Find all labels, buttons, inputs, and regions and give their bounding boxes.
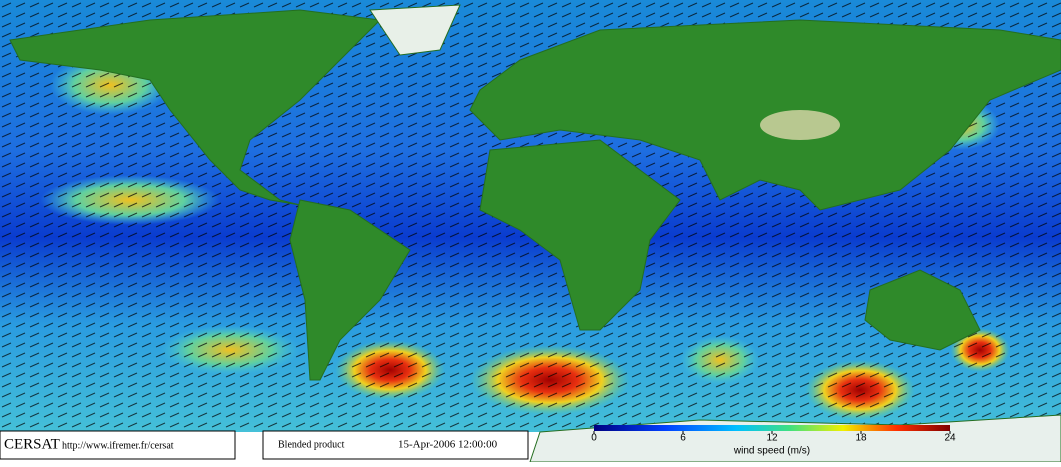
logo-box	[0, 430, 236, 460]
colorbar-tick-label: 0	[591, 433, 597, 444]
product: Blended product	[278, 439, 345, 450]
product-box	[262, 430, 529, 460]
colorbar-tick-label: 6	[680, 433, 686, 444]
colorbar-tick-label: 12	[766, 433, 778, 444]
url: http://www.ifremer.fr/cersat	[62, 440, 174, 451]
colorbar-label: wind speed (m/s)	[733, 446, 810, 457]
colorbar-tick-label: 18	[855, 433, 867, 444]
date: 15-Apr-2006 12:00:00	[398, 439, 498, 451]
colorbar	[594, 425, 950, 431]
logo: CERSAT	[4, 436, 60, 452]
colorbar-tick-label: 24	[944, 433, 956, 444]
